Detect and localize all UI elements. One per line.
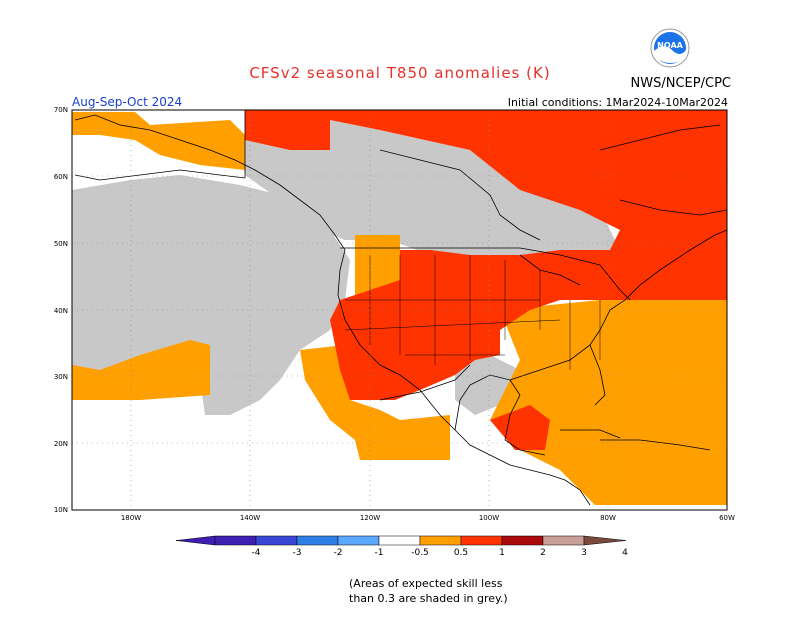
skill-note-line-1: (Areas of expected skill less bbox=[349, 577, 503, 590]
longitude-labels: 180W 140W 120W 100W 80W 60W bbox=[121, 514, 735, 522]
lat-label-20n: 20N bbox=[54, 440, 68, 448]
colorbar: -4 -3 -2 -1 -0.5 0.5 1 2 3 4 bbox=[175, 535, 628, 558]
colorbar-segment bbox=[296, 535, 339, 546]
colorbar-segment bbox=[255, 535, 298, 546]
season-label: Aug-Sep-Oct 2024 bbox=[72, 95, 183, 109]
latitude-labels: 70N 60N 50N 40N 30N 20N 10N bbox=[54, 106, 68, 514]
lat-label-40n: 40N bbox=[54, 307, 68, 315]
lat-label-50n: 50N bbox=[54, 240, 68, 248]
colorbar-label: 3 bbox=[581, 548, 587, 558]
colorbar-segment bbox=[542, 535, 585, 546]
lon-label-80w: 80W bbox=[600, 514, 616, 522]
lon-label-100w: 100W bbox=[479, 514, 499, 522]
colorbar-label: -1 bbox=[375, 548, 384, 558]
colorbar-segment bbox=[214, 535, 257, 546]
colorbar-segment bbox=[460, 535, 503, 546]
lat-label-10n: 10N bbox=[54, 506, 68, 514]
colorbar-label: -3 bbox=[293, 548, 302, 558]
lon-label-60w: 60W bbox=[719, 514, 735, 522]
lon-label-140w: 140W bbox=[240, 514, 260, 522]
colorbar-arrow-right bbox=[583, 535, 627, 546]
colorbar-label: -4 bbox=[252, 548, 261, 558]
map-frame bbox=[71, 109, 728, 511]
anomaly-orange-area bbox=[72, 112, 727, 505]
agency-label: NWS/NCEP/CPC bbox=[630, 76, 731, 91]
colorbar-segment bbox=[501, 535, 544, 546]
lat-label-70n: 70N bbox=[54, 106, 68, 114]
colorbar-label: 4 bbox=[622, 548, 628, 558]
colorbar-label: 0.5 bbox=[454, 548, 468, 558]
lon-label-120w: 120W bbox=[360, 514, 380, 522]
initial-conditions-label: Initial conditions: 1Mar2024-10Mar2024 bbox=[507, 96, 728, 109]
graticule bbox=[72, 110, 727, 510]
map-title: CFSv2 seasonal T850 anomalies (K) bbox=[249, 64, 551, 82]
lat-label-60n: 60N bbox=[54, 173, 68, 181]
colorbar-label: -2 bbox=[334, 548, 343, 558]
colorbar-arrow-left bbox=[175, 535, 216, 546]
skill-note-line-2: than 0.3 are shaded in grey.) bbox=[349, 592, 508, 605]
colorbar-segment bbox=[337, 535, 380, 546]
svg-text:NOAA: NOAA bbox=[657, 41, 683, 50]
map-panel bbox=[72, 110, 727, 510]
colorbar-label: 1 bbox=[499, 548, 505, 558]
colorbar-label: 2 bbox=[540, 548, 546, 558]
coastlines bbox=[74, 110, 727, 506]
colorbar-segment bbox=[378, 535, 421, 546]
colorbar-label: -0.5 bbox=[411, 548, 429, 558]
lon-label-180w: 180W bbox=[121, 514, 141, 522]
skill-note: (Areas of expected skill less than 0.3 a… bbox=[349, 576, 508, 606]
noaa-logo-icon: NOAA bbox=[650, 28, 690, 68]
colorbar-segment bbox=[419, 535, 462, 546]
lat-label-30n: 30N bbox=[54, 373, 68, 381]
anomaly-red-area bbox=[245, 110, 727, 450]
